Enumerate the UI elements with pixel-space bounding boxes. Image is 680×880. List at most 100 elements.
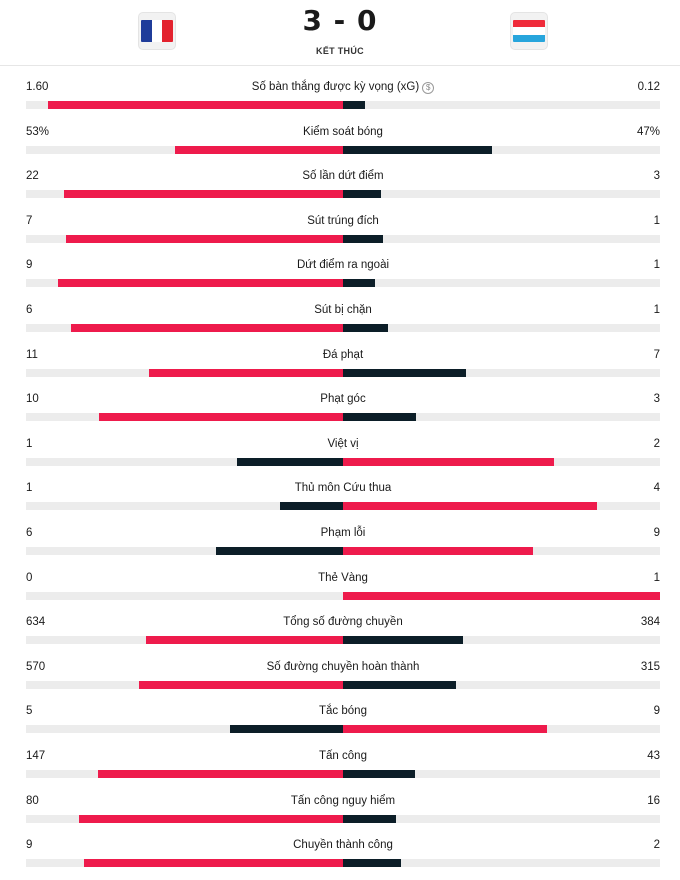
away-stat-value: 2 [653,839,660,852]
stat-label-text: Tắc bóng [319,705,367,718]
away-stat-bar [343,502,597,511]
stat-bar-track [26,279,660,288]
away-stat-bar [343,547,533,555]
stat-label: Tắc bóng [0,705,680,717]
home-stat-value: 22 [26,170,39,183]
home-stat-value: 11 [26,348,38,361]
away-stat-value: 2 [653,437,660,450]
home-stat-bar [149,368,343,377]
stat-bar-track [26,547,660,555]
stat-row: 80 Tấn công nguy hiểm 16 [0,780,680,824]
home-stat-value: 147 [26,750,46,762]
home-stat-value: 570 [26,660,46,673]
home-stat-value: 0 [26,571,33,584]
stat-row: 1.60 Số bàn thắng được kỳ vọng (xG) $0.12 [0,66,680,110]
home-stat-value: 5 [26,705,33,718]
home-stat-value: 53% [26,125,50,138]
away-stat-value: 4 [653,482,660,495]
stat-label-text: Thẻ Vàng [318,571,368,584]
luxembourg-flag-icon [513,20,545,42]
home-stat-bar [216,547,343,555]
stat-label-text: Sút bị chặn [314,304,372,316]
home-stat-bar [237,457,343,466]
home-stat-bar [146,636,343,645]
away-stat-bar [343,859,401,868]
away-stat-bar [343,680,456,689]
away-stat-bar [343,413,416,422]
stat-label-text: Tổng số đường chuyền [283,616,403,629]
stat-row: 9 Chuyền thành công 2 [0,824,680,868]
home-stat-bar [66,234,343,243]
stat-label-text: Số đường chuyền hoàn thành [266,660,420,673]
stat-bar-track [26,101,660,109]
away-stat-value: 9 [653,527,660,539]
home-stat-bar [175,145,343,154]
stat-label-text: Phạm lỗi [320,527,366,539]
away-stat-bar [343,591,660,600]
away-team-flag[interactable] [510,12,548,50]
stat-bar-track [26,502,660,511]
away-stat-bar [343,101,365,109]
stat-label: Số lần dứt điểm [0,170,680,182]
home-stat-bar [71,324,343,332]
home-stat-value: 1 [26,482,33,495]
home-stat-bar [98,770,343,778]
away-stat-value: 315 [640,660,660,673]
away-stat-bar [343,770,415,778]
stat-bar-track [26,636,660,645]
away-stat-value: 1 [653,304,660,316]
stat-label: Phạm lỗi [0,527,680,539]
away-stat-bar [343,324,388,332]
stat-bar-track [26,413,660,422]
stat-label-text: Dứt điểm ra ngoài [296,259,390,272]
stat-bar-track [26,234,660,243]
stat-row: 1 Việt vị 2 [0,423,680,467]
stat-label-text: Số lần dứt điểm [302,170,384,183]
stat-bar-track [26,814,660,823]
stat-label: Thẻ Vàng [0,572,680,584]
stat-row: 1 Thủ môn Cứu thua 4 [0,467,680,511]
home-team-flag[interactable] [138,12,176,50]
stat-row: 147 Tấn công 43 [0,735,680,779]
stat-label: Tấn công nguy hiểm [0,795,680,807]
away-stat-value: 0.12 [637,81,660,93]
home-stat-value: 9 [26,259,33,272]
stat-row: 7 Sút trúng đích 1 [0,200,680,244]
home-stat-value: 6 [26,527,33,539]
home-stat-bar [79,814,343,823]
away-stat-bar [343,279,375,288]
away-stat-bar [343,457,554,466]
home-stat-value: 6 [26,304,33,316]
away-stat-bar [343,234,383,243]
away-stat-value: 1 [653,571,660,584]
away-stat-value: 384 [640,616,660,629]
stat-label: Phạt góc [0,393,680,405]
stat-row: 0 Thẻ Vàng 1 [0,557,680,601]
stat-bar-track [26,457,660,466]
match-score: 3 - 0 [302,4,378,37]
stat-label-text: Thủ môn Cứu thua [294,482,392,495]
home-stat-value: 1.60 [26,81,49,93]
home-stat-bar [280,502,343,511]
stat-label-text: Phạt góc [320,393,366,406]
stat-label: Việt vị [0,438,680,450]
home-stat-value: 634 [26,616,46,629]
away-stat-value: 43 [647,750,660,762]
away-stat-bar [343,725,547,734]
stat-row: 5 Tắc bóng 9 [0,690,680,734]
stat-row: 6 Sút bị chặn 1 [0,289,680,333]
info-icon[interactable]: $ [422,82,435,94]
stat-label: Tổng số đường chuyền [0,616,680,628]
match-status: KẾT THÚC [316,46,364,56]
away-stat-bar [343,368,466,377]
home-stat-bar [58,279,343,288]
home-stat-bar [84,859,343,868]
away-stat-bar [343,190,381,199]
stat-bar-track [26,725,660,734]
stat-row: 53% Kiểm soát bóng 47% [0,111,680,155]
match-header: 3 - 0 KẾT THÚC [0,0,680,66]
stat-label-text: Đá phạt [322,348,364,361]
stat-label: Số đường chuyền hoàn thành [0,661,680,673]
stat-row: 6 Phạm lỗi 9 [0,512,680,556]
stat-label-text: Việt vị [327,437,359,450]
